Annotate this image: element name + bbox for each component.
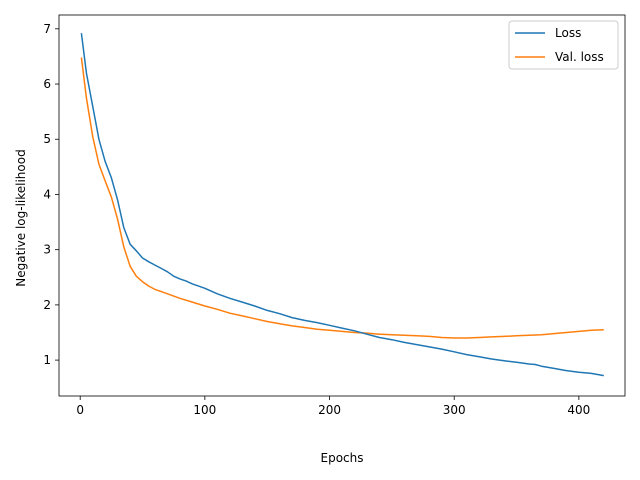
x-tick-label: 100 <box>193 403 216 417</box>
legend-label-val-loss: Val. loss <box>555 50 604 64</box>
x-tick-label: 200 <box>318 403 341 417</box>
y-tick-label: 1 <box>43 353 51 367</box>
y-tick-label: 2 <box>43 298 51 312</box>
plot-frame <box>58 14 626 397</box>
legend-label-loss: Loss <box>555 26 581 40</box>
plot-background <box>59 15 625 396</box>
y-tick-label: 7 <box>43 22 51 36</box>
series-line-loss <box>80 33 604 377</box>
ticks-layer: 0 100 200 300 400 1 2 3 4 5 6 7 <box>43 22 590 417</box>
y-axis-label: Negative log-likelihood <box>14 149 28 286</box>
y-tick-label: 6 <box>43 77 51 91</box>
y-tick-label: 4 <box>43 187 51 201</box>
series-line-val-loss <box>80 57 604 339</box>
x-axis-label: Epochs <box>321 451 364 465</box>
y-tick-label: 3 <box>43 243 51 257</box>
x-tick-label: 300 <box>443 403 466 417</box>
x-tick-label: 400 <box>567 403 590 417</box>
legend: Loss Val. loss <box>508 20 619 70</box>
x-tick-label: 0 <box>76 403 84 417</box>
series-layer <box>80 33 604 377</box>
y-tick-label: 5 <box>43 132 51 146</box>
